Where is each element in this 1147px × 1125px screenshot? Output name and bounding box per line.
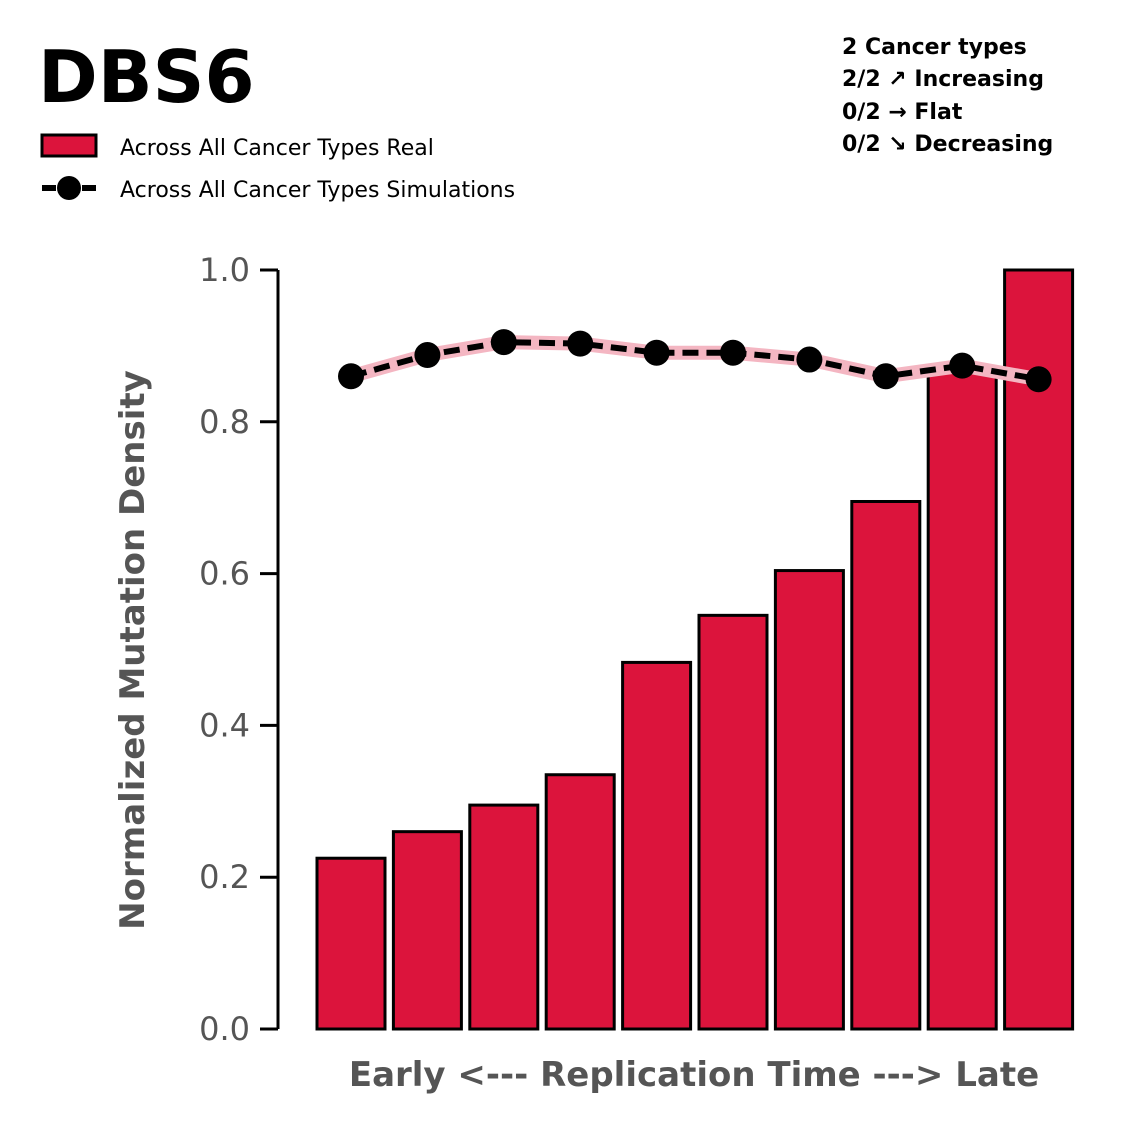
legend-marker-simulations	[57, 176, 81, 200]
simulation-point-5	[643, 339, 670, 366]
simulation-point-7	[796, 346, 823, 373]
simulation-point-6	[720, 339, 746, 366]
y-tick-label-2: 0.4	[199, 706, 250, 744]
simulation-point-10	[1025, 366, 1052, 393]
bars	[315, 268, 1075, 1031]
bar-10	[1003, 268, 1075, 1031]
y-tick-label-0: 0.0	[199, 1010, 250, 1048]
legend: Across All Cancer Types Real Across All …	[40, 133, 515, 203]
bar-7	[773, 569, 845, 1031]
bar-3	[468, 803, 540, 1031]
y-tick-label-5: 1.0	[199, 251, 250, 289]
bar-5	[621, 660, 693, 1031]
y-axis-ticks: 0.0 0.2 0.4 0.6 0.8 1.0	[199, 251, 278, 1048]
bar-1	[315, 856, 387, 1031]
simulation-series	[338, 329, 1052, 393]
simulation-point-4	[567, 330, 594, 357]
bar-9	[926, 368, 998, 1031]
bar-8	[850, 499, 922, 1031]
simulation-point-2	[414, 342, 441, 369]
legend-label-simulations: Across All Cancer Types Simulations	[120, 178, 515, 203]
legend-label-real: Across All Cancer Types Real	[120, 136, 434, 161]
simulation-point-1	[338, 363, 364, 390]
bar-6	[697, 613, 769, 1031]
stat-decreasing: 0/2 ↘ Decreasing	[842, 132, 1053, 157]
chart-title: DBS6	[38, 35, 255, 119]
simulation-point-3	[490, 329, 517, 356]
legend-swatch-real	[40, 133, 98, 158]
simulation-point-8	[872, 363, 899, 390]
y-tick-label-1: 0.2	[199, 858, 250, 896]
stat-increasing: 2/2 ↗ Increasing	[842, 67, 1044, 92]
bar-4	[544, 773, 616, 1031]
y-tick-label-3: 0.6	[199, 555, 250, 593]
stats-annotation: 2 Cancer types 2/2 ↗ Increasing 0/2 → Fl…	[842, 35, 1053, 157]
simulation-point-9	[949, 352, 976, 379]
x-axis-label: Early <--- Replication Time ---> Late	[349, 1055, 1039, 1095]
bar-2	[391, 830, 463, 1031]
stat-flat: 0/2 → Flat	[842, 100, 963, 125]
stat-cancer-types: 2 Cancer types	[842, 35, 1027, 60]
y-tick-label-4: 0.8	[199, 403, 250, 441]
y-axis-label: Normalized Mutation Density	[113, 370, 153, 930]
simulation-line	[350, 339, 1040, 383]
